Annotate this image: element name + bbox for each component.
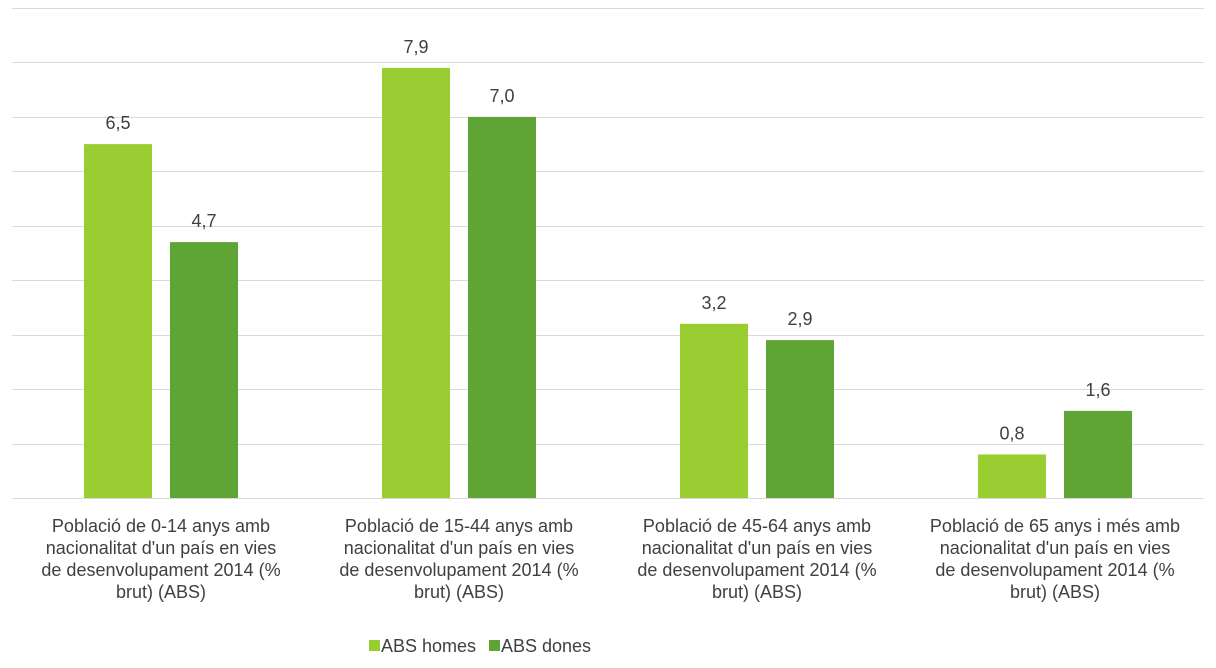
- x-tick-label: de desenvolupament 2014 (%: [935, 560, 1174, 580]
- data-labels: 6,5 4,7 7,9 7,0 3,2 2,9 0,8 1,6: [105, 37, 1110, 444]
- x-tick-label: de desenvolupament 2014 (%: [41, 560, 280, 580]
- bar-dones-4: [1064, 410, 1132, 498]
- bar-homes-3: [680, 323, 748, 498]
- x-tick-label: de desenvolupament 2014 (%: [637, 560, 876, 580]
- legend-swatch: [369, 640, 380, 651]
- legend-label: ABS dones: [501, 636, 591, 656]
- bar-dones-2: [468, 116, 536, 498]
- x-tick-label: de desenvolupament 2014 (%: [339, 560, 578, 580]
- x-tick-label: nacionalitat d'un país en vies: [46, 538, 277, 558]
- data-label: 3,2: [701, 293, 726, 313]
- data-label: 4,7: [191, 211, 216, 231]
- x-tick-label: Població de 15-44 anys amb: [345, 516, 573, 536]
- x-tick-label: nacionalitat d'un país en vies: [642, 538, 873, 558]
- bar-dones-1: [170, 242, 238, 498]
- x-tick-label: nacionalitat d'un país en vies: [940, 538, 1171, 558]
- data-label: 2,9: [787, 309, 812, 329]
- data-label: 0,8: [999, 423, 1024, 443]
- legend: ABS homes ABS dones: [369, 636, 591, 656]
- bars: [84, 67, 1132, 498]
- bar-homes-2: [382, 67, 450, 498]
- bar-dones-3: [766, 340, 834, 498]
- data-label: 1,6: [1085, 380, 1110, 400]
- x-tick-label: brut) (ABS): [116, 582, 206, 602]
- x-tick-label: Població de 0-14 anys amb: [52, 516, 270, 536]
- x-tick-label: brut) (ABS): [1010, 582, 1100, 602]
- bar-homes-1: [84, 144, 152, 498]
- legend-swatch: [489, 640, 500, 651]
- x-tick-label: nacionalitat d'un país en vies: [344, 538, 575, 558]
- bar-homes-4: [978, 454, 1046, 498]
- data-label: 7,0: [489, 86, 514, 106]
- data-label: 7,9: [403, 37, 428, 57]
- x-tick-label: Població de 65 anys i més amb: [930, 516, 1180, 536]
- x-tick-label: brut) (ABS): [712, 582, 802, 602]
- legend-item-homes: ABS homes: [369, 636, 476, 656]
- legend-item-dones: ABS dones: [489, 636, 591, 656]
- x-tick-label: Població de 45-64 anys amb: [643, 516, 871, 536]
- data-label: 6,5: [105, 113, 130, 133]
- x-tick-label: brut) (ABS): [414, 582, 504, 602]
- legend-label: ABS homes: [381, 636, 476, 656]
